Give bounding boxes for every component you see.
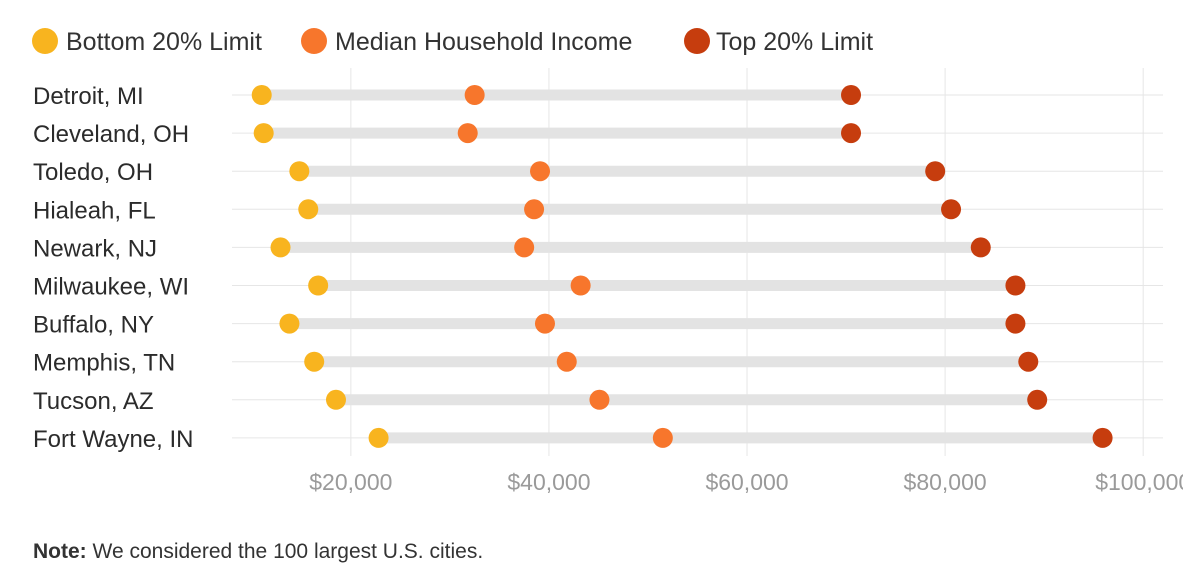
bottom-20-dot-toledo-oh — [289, 161, 310, 182]
legend-label-top: Top 20% Limit — [716, 28, 873, 56]
top-20-dot-cleveland-oh — [841, 123, 862, 144]
x-tick-label: $20,000 — [309, 469, 392, 495]
median-income-dot-toledo-oh — [530, 161, 551, 182]
legend-marker-median — [301, 28, 327, 54]
bottom-20-dot-detroit-mi — [251, 85, 272, 105]
footnote: Note: We considered the 100 largest U.S.… — [33, 540, 483, 564]
x-tick-label: $80,000 — [904, 469, 987, 495]
top-20-dot-fort-wayne-in — [1092, 427, 1113, 448]
median-income-dot-detroit-mi — [464, 85, 485, 105]
footnote-text: We considered the 100 largest U.S. citie… — [92, 540, 484, 563]
bottom-20-dot-cleveland-oh — [253, 123, 274, 144]
x-tick-label: $100,000 — [1095, 469, 1183, 495]
bottom-20-dot-memphis-tn — [304, 351, 325, 372]
city-label-milwaukee-wi: Milwaukee, WI — [33, 274, 189, 301]
top-20-dot-tucson-az — [1027, 389, 1048, 410]
city-label-buffalo-ny: Buffalo, NY — [33, 312, 154, 339]
top-20-dot-toledo-oh — [925, 161, 946, 182]
top-20-dot-hialeah-fl — [941, 199, 962, 220]
bottom-20-dot-fort-wayne-in — [368, 427, 389, 448]
x-tick-label: $60,000 — [705, 469, 788, 495]
x-tick-label: $40,000 — [507, 469, 590, 495]
top-20-dot-detroit-mi — [841, 85, 862, 105]
city-label-fort-wayne-in: Fort Wayne, IN — [33, 426, 193, 453]
footnote-label: Note: — [33, 540, 87, 563]
median-income-dot-buffalo-ny — [534, 313, 555, 334]
top-20-dot-memphis-tn — [1018, 351, 1039, 372]
bottom-20-dot-buffalo-ny — [279, 313, 300, 334]
median-income-dot-newark-nj — [514, 237, 535, 258]
city-label-toledo-oh: Toledo, OH — [33, 159, 153, 186]
legend-marker-bottom — [32, 28, 58, 54]
bottom-20-dot-milwaukee-wi — [308, 275, 329, 296]
top-20-dot-newark-nj — [970, 237, 991, 258]
top-20-dot-buffalo-ny — [1005, 313, 1026, 334]
city-label-hialeah-fl: Hialeah, FL — [33, 197, 156, 224]
data-points — [251, 85, 1113, 448]
dumbbell-chart: Bottom 20% Limit Median Household Income… — [32, 28, 1183, 495]
top-20-dot-milwaukee-wi — [1005, 275, 1026, 296]
legend: Bottom 20% Limit Median Household Income… — [32, 28, 873, 56]
bottom-20-dot-hialeah-fl — [298, 199, 319, 220]
city-label-memphis-tn: Memphis, TN — [33, 350, 175, 377]
median-income-dot-tucson-az — [589, 389, 610, 410]
median-income-dot-hialeah-fl — [524, 199, 545, 220]
range-bars — [261, 89, 1103, 444]
median-income-dot-fort-wayne-in — [652, 427, 673, 448]
city-label-detroit-mi: Detroit, MI — [33, 83, 144, 110]
category-labels: Detroit, MI Cleveland, OH Toledo, OH Hialea… — [33, 83, 193, 453]
bottom-20-dot-tucson-az — [325, 389, 346, 410]
legend-label-median: Median Household Income — [335, 28, 632, 56]
city-label-newark-nj: Newark, NJ — [33, 235, 157, 262]
median-income-dot-cleveland-oh — [457, 123, 478, 144]
bottom-20-dot-newark-nj — [270, 237, 291, 258]
city-label-cleveland-oh: Cleveland, OH — [33, 121, 189, 148]
legend-label-bottom: Bottom 20% Limit — [66, 28, 262, 56]
city-label-tucson-az: Tucson, AZ — [33, 388, 154, 415]
median-income-dot-memphis-tn — [556, 351, 577, 372]
legend-marker-top — [684, 28, 710, 54]
median-income-dot-milwaukee-wi — [570, 275, 591, 296]
x-axis-ticks: $20,000 $40,000 $60,000 $80,000 $100,000 — [309, 469, 1183, 495]
